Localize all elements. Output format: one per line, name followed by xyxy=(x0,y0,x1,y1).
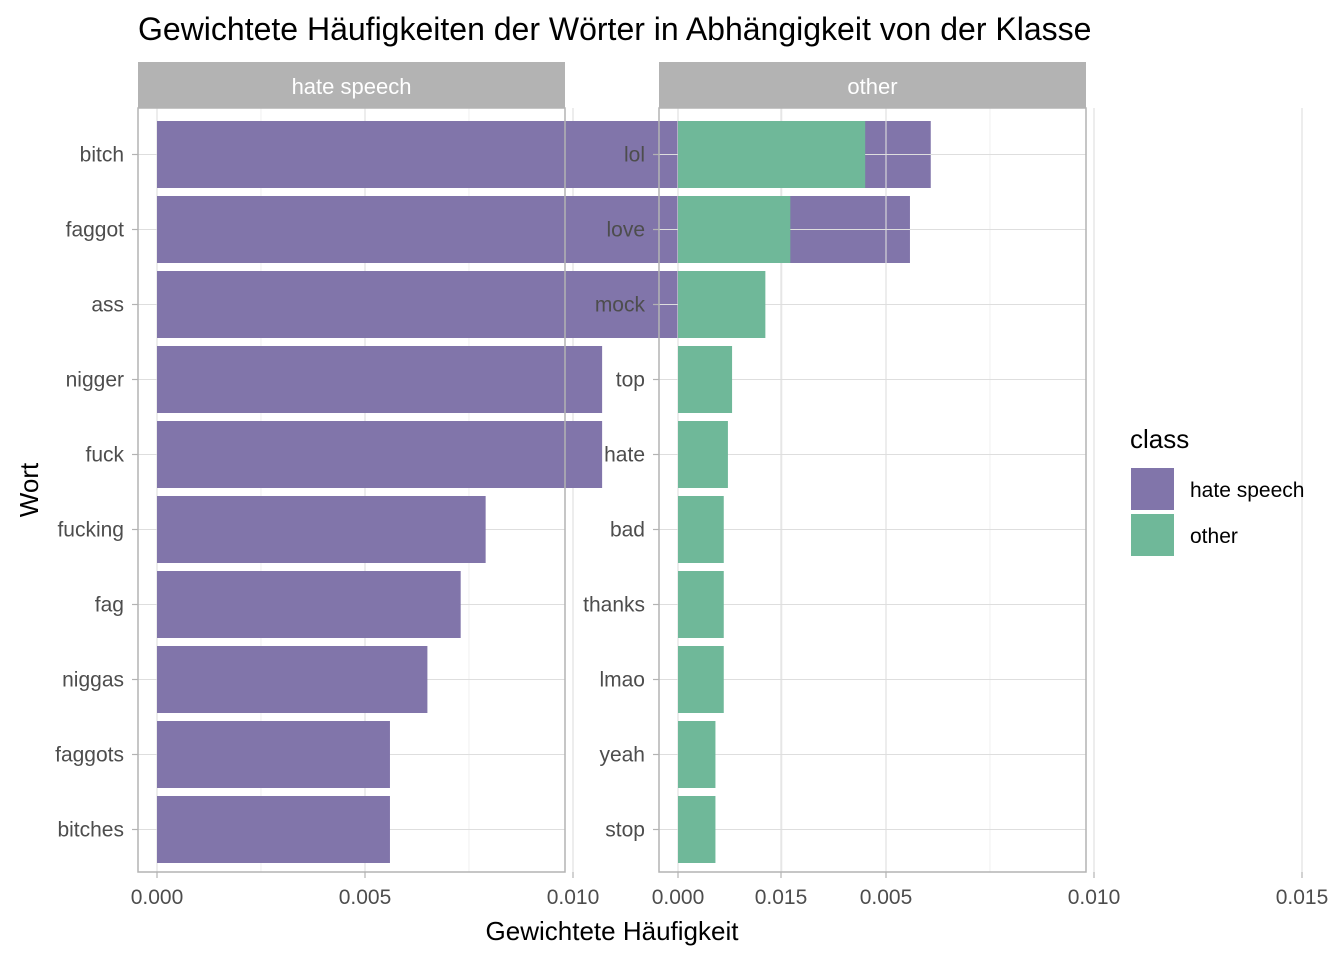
bar-ass xyxy=(157,271,686,338)
bar-stop xyxy=(678,796,716,863)
y-tick-label: ass xyxy=(91,294,124,317)
chart-title: Gewichtete Häufigkeiten der Wörter in Ab… xyxy=(138,11,1091,47)
bar-fag xyxy=(157,571,461,638)
x-tick-label: 0.005 xyxy=(860,886,913,909)
legend-entries: hate speech other xyxy=(1131,468,1304,556)
panel-strip xyxy=(659,62,1086,108)
panel-strip-label: other xyxy=(847,74,897,99)
y-tick-label: mock xyxy=(595,294,646,317)
bar-fuck xyxy=(157,421,603,488)
y-tick-label: hate xyxy=(604,444,645,467)
y-tick-label: fucking xyxy=(57,519,124,542)
x-axis-title: Gewichtete Häufigkeit xyxy=(486,916,740,946)
legend-label: hate speech xyxy=(1190,479,1304,502)
legend-swatch xyxy=(1131,468,1174,510)
panels: hate speech bitch faggot ass nigger fuck fucki… xyxy=(55,62,1328,909)
bar-bad xyxy=(678,496,724,563)
bar-lol xyxy=(678,121,866,188)
y-tick-label: yeah xyxy=(599,744,645,767)
y-tick-label: faggots xyxy=(55,744,124,767)
legend-title: class xyxy=(1130,424,1189,454)
y-tick-label: nigger xyxy=(66,369,124,392)
bar-yeah xyxy=(678,721,716,788)
panel-border xyxy=(137,107,566,873)
y-tick-label: bitches xyxy=(57,819,124,842)
y-tick-label: stop xyxy=(605,819,645,842)
y-tick-label: thanks xyxy=(583,594,645,617)
bar-lmao xyxy=(678,646,724,713)
legend: class hate speech other xyxy=(1130,424,1304,556)
y-tick-label: niggas xyxy=(62,669,124,692)
bar-nigger xyxy=(157,346,603,413)
panel-other: other lol love mock top hate bad thanks lmao yeah… xyxy=(583,62,1328,909)
panel-hate-speech: hate speech bitch faggot ass nigger fuck fucki… xyxy=(55,62,931,909)
y-axis-title: Wort xyxy=(14,462,44,517)
y-tick-label: lol xyxy=(624,144,645,167)
bar-bitches xyxy=(157,796,390,863)
x-tick-label: 0.000 xyxy=(131,886,184,909)
bar-faggots xyxy=(157,721,390,788)
y-tick-label: bad xyxy=(610,519,645,542)
bar-thanks xyxy=(678,571,724,638)
y-tick-label: bitch xyxy=(80,144,124,167)
y-tick-label: fag xyxy=(95,594,124,617)
y-tick-label: top xyxy=(616,369,645,392)
y-tick-label: love xyxy=(606,219,645,242)
x-tick-label: 0.015 xyxy=(755,886,808,909)
x-tick-label: 0.010 xyxy=(547,886,600,909)
x-tick-label: 0.010 xyxy=(1068,886,1121,909)
legend-label: other xyxy=(1190,525,1238,548)
y-tick-label: fuck xyxy=(85,444,124,467)
bar-fucking xyxy=(157,496,486,563)
bar-love xyxy=(678,196,791,263)
x-tick-label: 0.005 xyxy=(339,886,392,909)
panel-border xyxy=(658,107,1087,873)
panel-strip-label: hate speech xyxy=(292,74,412,99)
panel-strip xyxy=(138,62,565,108)
y-tick-label: faggot xyxy=(66,219,125,242)
bar-niggas xyxy=(157,646,428,713)
y-tick-label: lmao xyxy=(599,669,645,692)
bar-top xyxy=(678,346,733,413)
bar-hate xyxy=(678,421,728,488)
x-tick-label: 0.000 xyxy=(652,886,705,909)
x-tick-label: 0.015 xyxy=(1276,886,1329,909)
legend-swatch xyxy=(1131,514,1174,556)
bar-mock xyxy=(678,271,766,338)
